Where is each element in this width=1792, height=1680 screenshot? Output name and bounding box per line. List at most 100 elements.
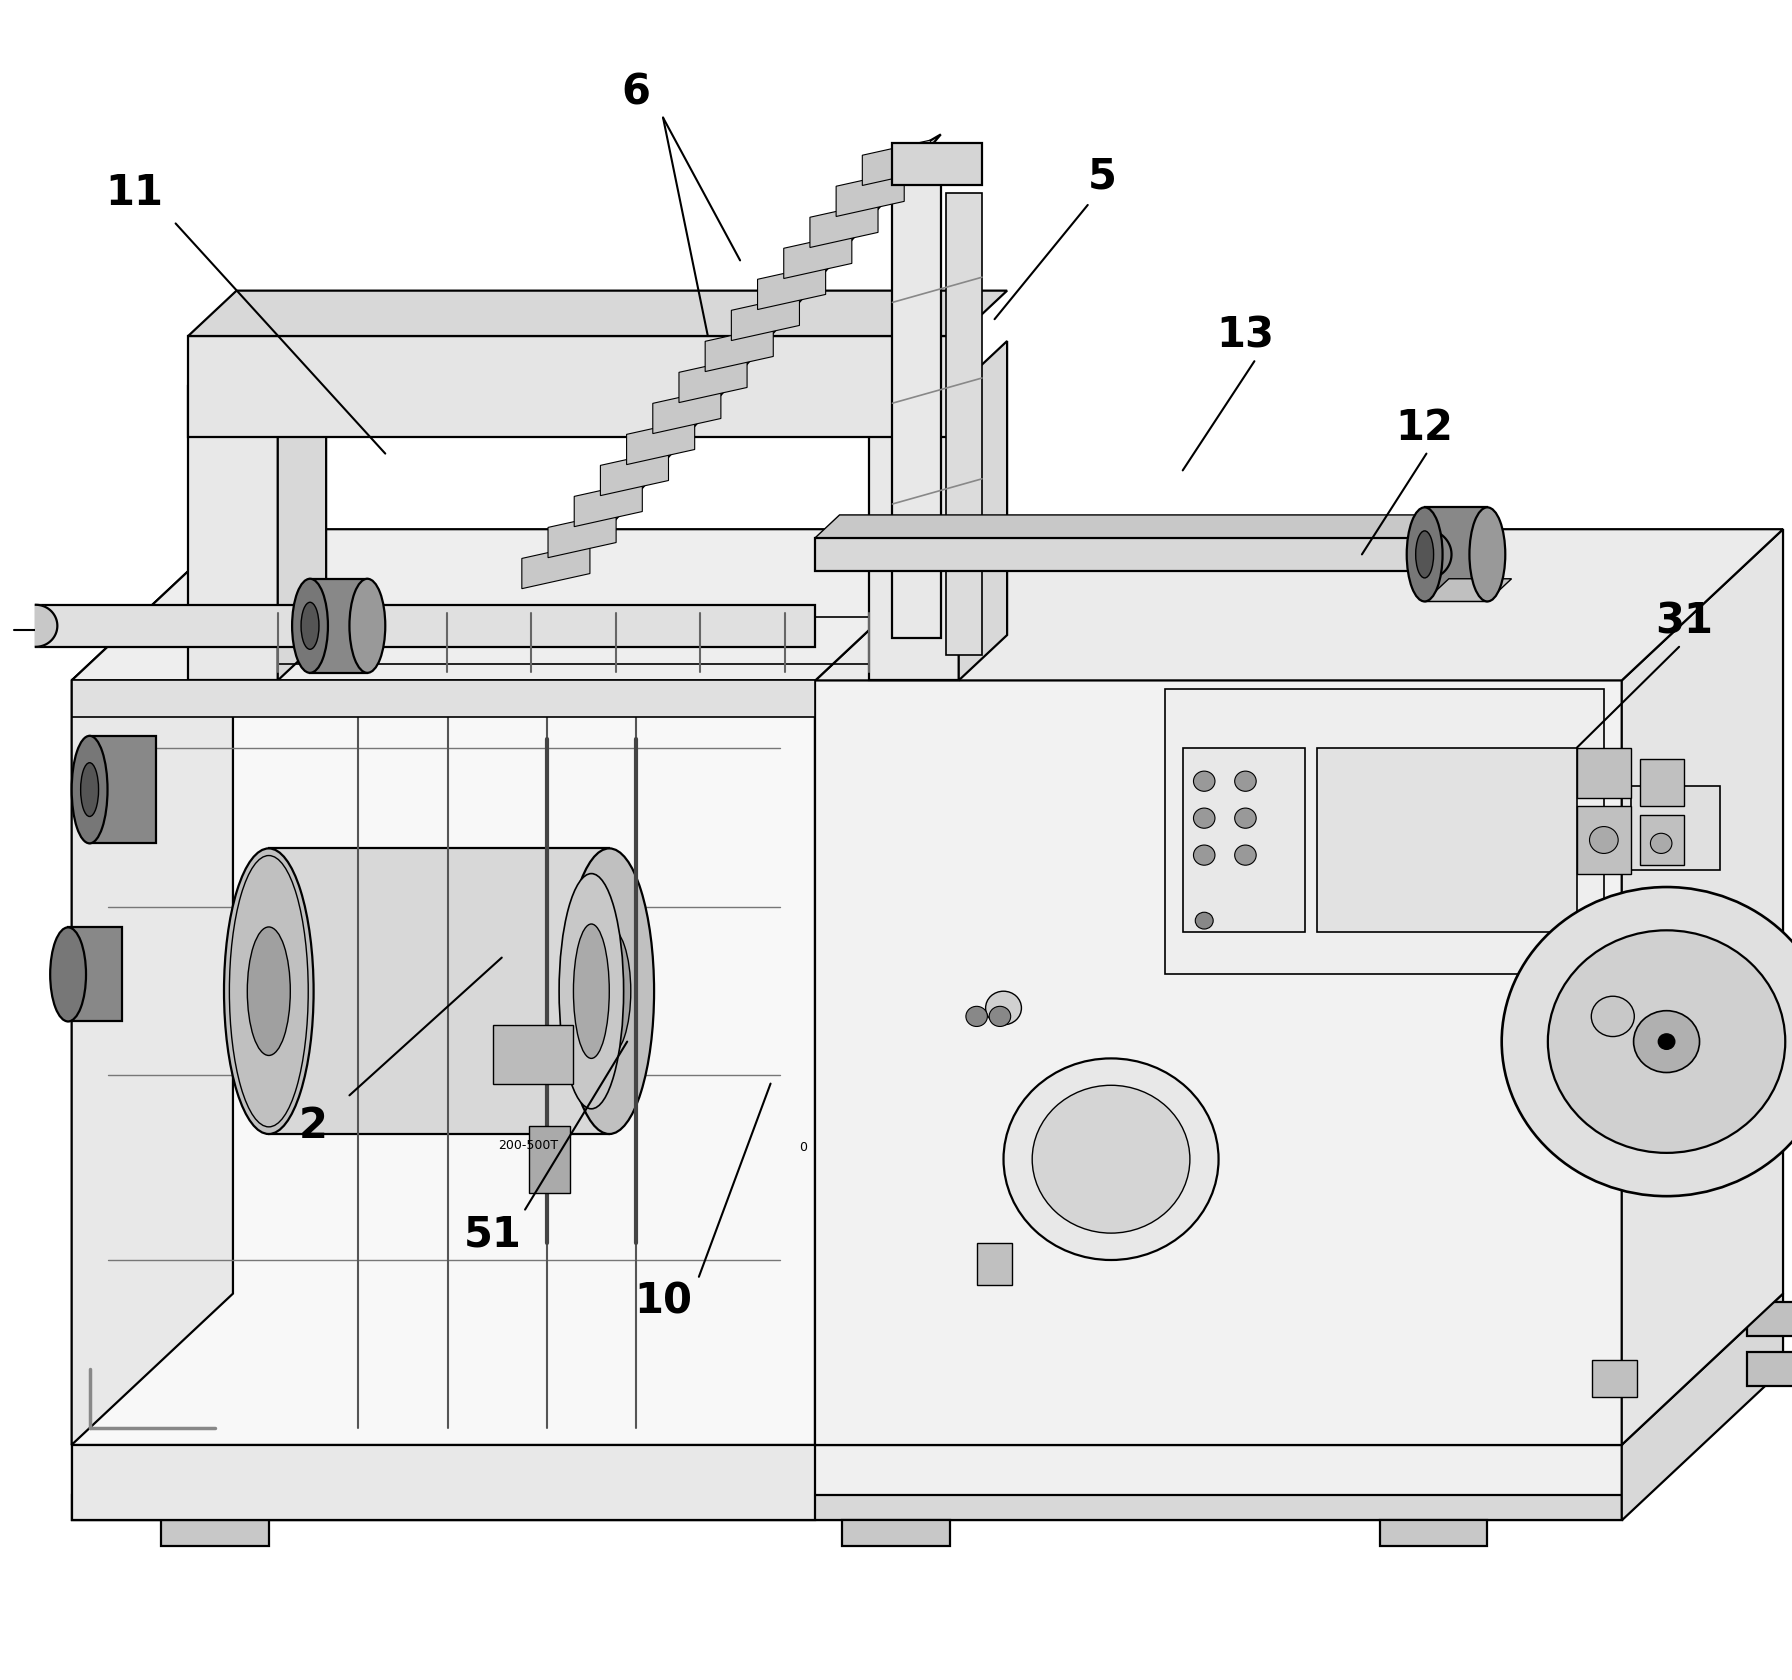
Ellipse shape bbox=[573, 924, 609, 1058]
Circle shape bbox=[1235, 808, 1256, 828]
Polygon shape bbox=[72, 680, 815, 717]
Circle shape bbox=[1193, 845, 1215, 865]
Circle shape bbox=[1235, 845, 1256, 865]
Polygon shape bbox=[1622, 529, 1783, 1445]
Ellipse shape bbox=[50, 927, 86, 1021]
Circle shape bbox=[1591, 996, 1634, 1037]
Text: 51: 51 bbox=[464, 1213, 521, 1257]
Polygon shape bbox=[72, 1445, 1622, 1520]
Ellipse shape bbox=[301, 603, 319, 650]
Ellipse shape bbox=[1416, 531, 1434, 578]
Polygon shape bbox=[548, 512, 616, 558]
Circle shape bbox=[1004, 1058, 1219, 1260]
Ellipse shape bbox=[81, 763, 99, 816]
Polygon shape bbox=[493, 1025, 573, 1084]
Polygon shape bbox=[72, 529, 233, 1445]
Text: 13: 13 bbox=[1217, 314, 1274, 356]
Polygon shape bbox=[1631, 786, 1720, 870]
Circle shape bbox=[1548, 931, 1785, 1152]
Text: 31: 31 bbox=[1656, 601, 1713, 643]
Polygon shape bbox=[529, 1126, 570, 1193]
Ellipse shape bbox=[588, 927, 631, 1055]
Polygon shape bbox=[600, 450, 668, 496]
Circle shape bbox=[1590, 827, 1618, 853]
Polygon shape bbox=[892, 143, 982, 185]
Polygon shape bbox=[529, 134, 941, 580]
Polygon shape bbox=[1577, 806, 1631, 874]
Circle shape bbox=[1658, 1033, 1676, 1050]
Text: 0: 0 bbox=[799, 1141, 806, 1154]
Ellipse shape bbox=[247, 927, 290, 1055]
Polygon shape bbox=[1640, 759, 1684, 806]
Polygon shape bbox=[815, 514, 1448, 538]
Circle shape bbox=[1650, 833, 1672, 853]
Polygon shape bbox=[946, 193, 982, 655]
Polygon shape bbox=[1165, 689, 1604, 974]
Polygon shape bbox=[652, 388, 720, 433]
Circle shape bbox=[1032, 1085, 1190, 1233]
Polygon shape bbox=[188, 336, 959, 437]
Polygon shape bbox=[758, 264, 826, 309]
Polygon shape bbox=[36, 605, 57, 647]
Polygon shape bbox=[1317, 748, 1577, 932]
Text: 6: 6 bbox=[622, 72, 650, 114]
Circle shape bbox=[1235, 771, 1256, 791]
Text: 5: 5 bbox=[1088, 156, 1116, 197]
Polygon shape bbox=[815, 529, 1783, 680]
Polygon shape bbox=[1622, 1294, 1783, 1520]
Text: 200-500T: 200-500T bbox=[498, 1139, 559, 1152]
Polygon shape bbox=[869, 386, 959, 680]
Ellipse shape bbox=[292, 578, 328, 674]
Circle shape bbox=[989, 1006, 1011, 1026]
Polygon shape bbox=[72, 680, 815, 1445]
Polygon shape bbox=[837, 171, 905, 217]
Polygon shape bbox=[278, 341, 326, 680]
Bar bbox=[1593, 1361, 1638, 1396]
Polygon shape bbox=[1640, 815, 1684, 865]
Circle shape bbox=[1634, 1011, 1699, 1072]
Polygon shape bbox=[1425, 578, 1512, 601]
Polygon shape bbox=[810, 202, 878, 247]
Polygon shape bbox=[706, 326, 774, 371]
Polygon shape bbox=[1425, 529, 1452, 580]
Circle shape bbox=[1193, 771, 1215, 791]
Circle shape bbox=[986, 991, 1021, 1025]
Polygon shape bbox=[959, 341, 1007, 680]
Ellipse shape bbox=[559, 874, 624, 1109]
Polygon shape bbox=[72, 1294, 1783, 1445]
Circle shape bbox=[1193, 808, 1215, 828]
Polygon shape bbox=[815, 538, 1425, 571]
Ellipse shape bbox=[1407, 507, 1443, 601]
Polygon shape bbox=[1183, 748, 1305, 932]
Ellipse shape bbox=[72, 736, 108, 843]
Bar bbox=[977, 1243, 1012, 1285]
Polygon shape bbox=[1425, 507, 1487, 601]
Polygon shape bbox=[188, 291, 1007, 336]
Polygon shape bbox=[627, 420, 695, 465]
Circle shape bbox=[966, 1006, 987, 1026]
Text: 10: 10 bbox=[634, 1280, 692, 1324]
Polygon shape bbox=[1380, 1520, 1487, 1546]
Ellipse shape bbox=[564, 848, 654, 1134]
Polygon shape bbox=[72, 1445, 815, 1520]
Polygon shape bbox=[1577, 748, 1631, 798]
Circle shape bbox=[1502, 887, 1792, 1196]
Polygon shape bbox=[1747, 1352, 1792, 1386]
Polygon shape bbox=[573, 480, 642, 526]
Polygon shape bbox=[815, 680, 1622, 1445]
Polygon shape bbox=[521, 543, 590, 588]
Polygon shape bbox=[72, 529, 977, 680]
Polygon shape bbox=[188, 386, 278, 680]
Polygon shape bbox=[161, 1520, 269, 1546]
Polygon shape bbox=[1747, 1302, 1792, 1336]
Ellipse shape bbox=[349, 578, 385, 674]
Polygon shape bbox=[269, 848, 609, 1134]
Polygon shape bbox=[731, 296, 799, 341]
Polygon shape bbox=[892, 160, 941, 638]
Polygon shape bbox=[72, 1495, 1622, 1520]
Ellipse shape bbox=[224, 848, 314, 1134]
Circle shape bbox=[1195, 912, 1213, 929]
Polygon shape bbox=[36, 605, 815, 647]
Text: 11: 11 bbox=[106, 173, 163, 215]
Text: 2: 2 bbox=[299, 1105, 328, 1146]
